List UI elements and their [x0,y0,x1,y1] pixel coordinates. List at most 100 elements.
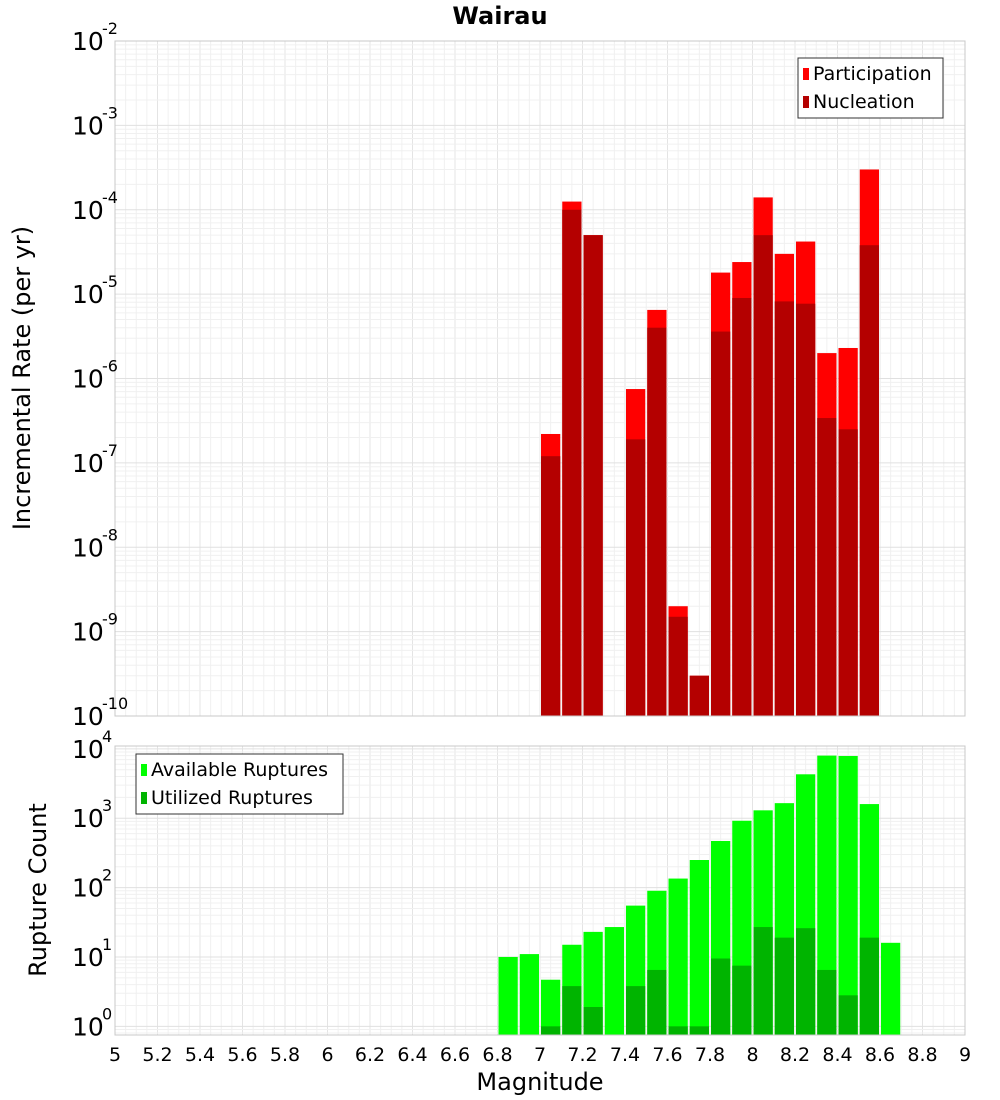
y-tick-label: 10 [72,874,104,903]
y-tick-exponent: -2 [102,19,118,38]
x-tick-label: 8 [746,1044,758,1066]
y-tick-label: 10 [72,111,104,140]
bar-utilized-ruptures [859,937,879,1035]
top-panel: 10-1010-910-810-710-610-510-410-310-2Inc… [8,19,966,731]
legend-swatch [141,764,147,776]
bar-available-ruptures [519,954,539,1035]
y-tick-exponent: -7 [102,441,118,460]
bar-available-ruptures [817,755,837,1035]
bar-nucleation [626,439,646,716]
x-tick-label: 9 [959,1044,971,1066]
x-tick-label: 5.2 [142,1044,172,1066]
x-axis: 5 5.2 5.4 5.6 5.8 6 6.2 6.4 6.6 6.8 7 7.2 7.4 7.6 7.8 8… [109,1044,971,1066]
bar-utilized-ruptures [562,986,582,1035]
y-tick-exponent: 2 [102,866,112,885]
bar-utilized-ruptures [689,1026,709,1035]
x-tick-label: 7 [534,1044,546,1066]
x-tick-label: 8.4 [822,1044,852,1066]
bar-available-ruptures [881,942,901,1035]
y-tick-exponent: -10 [102,694,128,713]
x-tick-label: 5.6 [227,1044,257,1066]
legend-label: Nucleation [813,91,915,113]
x-tick-label: 6.6 [440,1044,470,1066]
bar-nucleation [647,327,667,716]
bar-utilized-ruptures [647,969,667,1035]
bar-utilized-ruptures [541,1026,561,1035]
x-tick-label: 7.2 [567,1044,597,1066]
plot-frame [114,40,966,717]
bar-nucleation [711,331,731,716]
bar-utilized-ruptures [668,1026,688,1035]
x-tick-label: 5.4 [185,1044,215,1066]
bar-nucleation [689,675,709,716]
bar-nucleation [541,456,561,716]
bar-nucleation [732,297,752,716]
y-axis-label: Incremental Rate (per yr) [8,226,36,530]
bar-utilized-ruptures [838,995,858,1035]
legend-label: Participation [813,63,932,85]
x-tick-label: 8.2 [780,1044,810,1066]
bar-nucleation [796,303,816,716]
y-axis-label: Rupture Count [24,803,52,977]
x-tick-label: 6.8 [482,1044,512,1066]
y-tick-label: 10 [72,449,104,478]
x-tick-label: 8.8 [907,1044,937,1066]
legend-swatch [803,96,809,108]
y-tick-label: 10 [72,27,104,56]
bar-utilized-ruptures [753,927,773,1035]
y-tick-label: 10 [72,365,104,394]
x-tick-label: 7.6 [652,1044,682,1066]
bar-utilized-ruptures [583,1006,603,1035]
bar-nucleation [753,235,773,716]
x-tick-label: 6.4 [397,1044,427,1066]
y-tick-exponent: 4 [102,727,112,746]
chart-title: Wairau [452,2,547,30]
legend-swatch [803,68,809,80]
bar-nucleation [583,235,603,716]
x-tick-label: 7.8 [695,1044,725,1066]
bar-nucleation [562,209,582,716]
y-tick-exponent: 0 [102,1004,112,1023]
y-tick-exponent: -4 [102,188,118,207]
legend-swatch [141,792,147,804]
bar-utilized-ruptures [796,928,816,1035]
bar-utilized-ruptures [626,986,646,1035]
y-tick-label: 10 [72,943,104,972]
bar-utilized-ruptures [774,937,794,1035]
y-tick-label: 10 [72,702,104,731]
x-tick-label: 8.6 [865,1044,895,1066]
bar-available-ruptures [604,927,624,1035]
legend-label: Available Ruptures [151,759,328,781]
y-tick-exponent: -9 [102,610,118,629]
legend-box [797,57,944,119]
bar-nucleation [668,616,688,716]
y-tick-exponent: 1 [102,935,112,954]
x-tick-label: 6 [321,1044,333,1066]
y-tick-label: 10 [72,804,104,833]
y-tick-label: 10 [72,280,104,309]
x-tick-label: 6.2 [355,1044,385,1066]
plot-frame [114,745,966,1036]
x-tick-label: 7.4 [610,1044,640,1066]
bar-available-ruptures [541,979,561,1035]
bar-nucleation [859,245,879,717]
bar-available-ruptures [668,878,688,1035]
bar-utilized-ruptures [711,958,731,1035]
legend-label: Utilized Ruptures [151,787,313,809]
y-tick-label: 10 [72,196,104,225]
y-tick-label: 10 [72,533,104,562]
bar-available-ruptures [838,755,858,1035]
bar-available-ruptures [498,956,518,1035]
y-tick-exponent: -5 [102,272,118,291]
x-tick-label: 5.8 [270,1044,300,1066]
y-tick-exponent: -6 [102,357,118,376]
bar-nucleation [817,418,837,716]
legend-box [135,753,344,815]
y-tick-exponent: -3 [102,103,118,122]
bar-utilized-ruptures [732,965,752,1035]
x-axis-label: Magnitude [476,1068,603,1096]
y-tick-label: 10 [72,618,104,647]
bar-utilized-ruptures [817,969,837,1035]
